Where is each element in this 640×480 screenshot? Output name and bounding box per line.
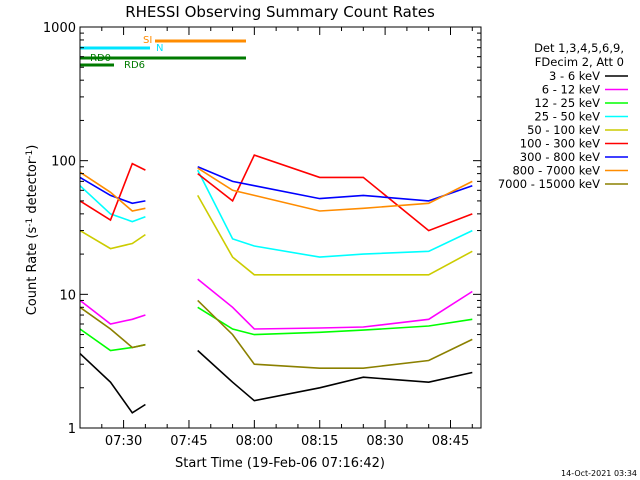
legend-entry-label: 3 - 6 keV xyxy=(549,69,600,83)
series-line-3 xyxy=(79,169,473,258)
series-line-8 xyxy=(79,299,473,369)
x-tick-label: 08:00 xyxy=(236,434,273,449)
legend: Det 1,3,4,5,6,9,FDecim 2, Att 03 - 6 keV… xyxy=(498,41,628,191)
legend-entry-label: 25 - 50 keV xyxy=(534,110,600,124)
series-line-6 xyxy=(79,166,473,205)
x-tick-label: 07:45 xyxy=(170,434,207,449)
legend-entry-label: 300 - 800 keV xyxy=(520,150,600,164)
legend-entry-label: 6 - 12 keV xyxy=(542,83,600,97)
series-line-1 xyxy=(79,278,473,330)
y-tick-label: 1000 xyxy=(43,21,76,36)
series-line-0 xyxy=(79,349,473,414)
axes: 1 10 100 1000 07:30 07:45 08:00 08:15 08:30 08:45 xyxy=(43,21,482,449)
legend-entry-label: 12 - 25 keV xyxy=(534,96,600,110)
legend-entry-label: 800 - 7000 keV xyxy=(512,164,600,178)
flag-label-0: SI xyxy=(143,35,152,46)
series-line-4 xyxy=(79,195,473,276)
legend-entry-label: 7000 - 15000 keV xyxy=(498,177,600,191)
x-axis-label: Start Time (19-Feb-06 07:16:42) xyxy=(175,456,385,471)
y-tick-label: 10 xyxy=(59,288,76,303)
legend-entry-label: 100 - 300 keV xyxy=(520,137,600,151)
series-line-7 xyxy=(79,167,473,212)
flag-label-3: RD6 xyxy=(124,60,145,71)
x-tick-label: 08:45 xyxy=(432,434,469,449)
plot-area: SI N RD0 RD6 xyxy=(79,35,473,414)
x-tick-label: 07:30 xyxy=(105,434,142,449)
y-tick-label: 1 xyxy=(68,422,76,437)
x-tick-label: 08:15 xyxy=(301,434,338,449)
y-tick-label: 100 xyxy=(51,155,76,170)
flag-label-2: RD0 xyxy=(90,53,111,64)
chart-title: RHESSI Observing Summary Count Rates xyxy=(125,3,435,21)
x-tick-label: 08:30 xyxy=(366,434,403,449)
legend-header-line: Det 1,3,4,5,6,9, xyxy=(534,41,624,55)
legend-header-line: FDecim 2, Att 0 xyxy=(535,55,624,69)
y-axis-label: Count Rate (s-1 detector-1) xyxy=(25,145,40,316)
timestamp: 14-Oct-2021 03:34 xyxy=(561,469,637,478)
flag-label-1: N xyxy=(156,43,163,54)
legend-entry-label: 50 - 100 keV xyxy=(527,123,600,137)
plot-frame xyxy=(79,26,482,429)
series-line-5 xyxy=(79,154,473,232)
